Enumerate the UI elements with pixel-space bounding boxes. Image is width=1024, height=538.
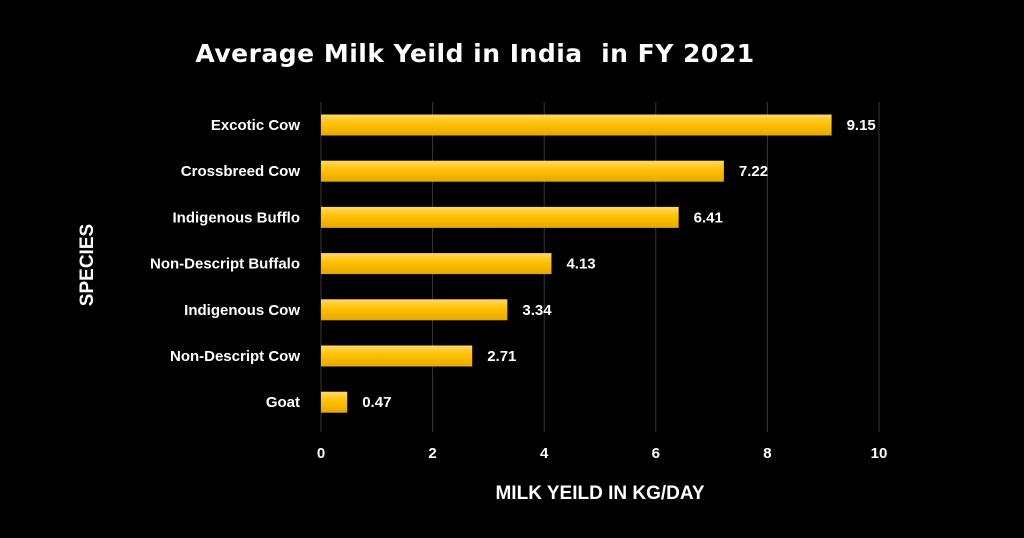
data-label: 6.41: [694, 209, 723, 226]
x-tick-label: 4: [540, 445, 549, 462]
category-label: Indigenous Cow: [184, 302, 300, 319]
bar: [321, 391, 348, 413]
category-label: Indigenous Bufflo: [173, 209, 300, 226]
x-tick-label: 2: [428, 445, 436, 462]
y-axis-title: SPECIES: [77, 224, 98, 306]
category-label: Non-Descript Cow: [170, 348, 300, 365]
x-tick-label: 0: [317, 445, 325, 462]
category-labels: Excotic Cow Crossbreed Cow Indigenous Buff…: [150, 117, 300, 411]
x-tick-labels: 0 2 4 6 8 10: [317, 445, 888, 462]
x-axis-title: MILK YEILD IN KG/DAY: [495, 483, 704, 504]
bar: [321, 253, 552, 275]
x-tick-label: 6: [652, 445, 660, 462]
data-label: 2.71: [487, 348, 516, 365]
bar: [321, 206, 679, 228]
data-label: 7.22: [739, 163, 768, 180]
bar: [321, 160, 724, 182]
x-tick-label: 8: [763, 445, 771, 462]
category-label: Non-Descript Buffalo: [150, 256, 300, 273]
bar: [321, 299, 508, 321]
data-label: 0.47: [362, 394, 391, 411]
bar: [321, 345, 473, 367]
value-labels: 9.15 7.22 6.41 4.13 3.34 2.71 0.47: [362, 117, 876, 411]
x-tick-label: 10: [871, 445, 888, 462]
category-label: Crossbreed Cow: [181, 163, 301, 180]
category-label: Goat: [266, 394, 300, 411]
data-label: 9.15: [847, 117, 876, 134]
chart-title: Average Milk Yeild in India in FY 2021: [195, 39, 754, 68]
bar: [321, 114, 832, 136]
data-label: 3.34: [522, 302, 552, 319]
bars: [321, 114, 832, 413]
data-label: 4.13: [566, 256, 595, 273]
category-label: Excotic Cow: [211, 117, 301, 134]
